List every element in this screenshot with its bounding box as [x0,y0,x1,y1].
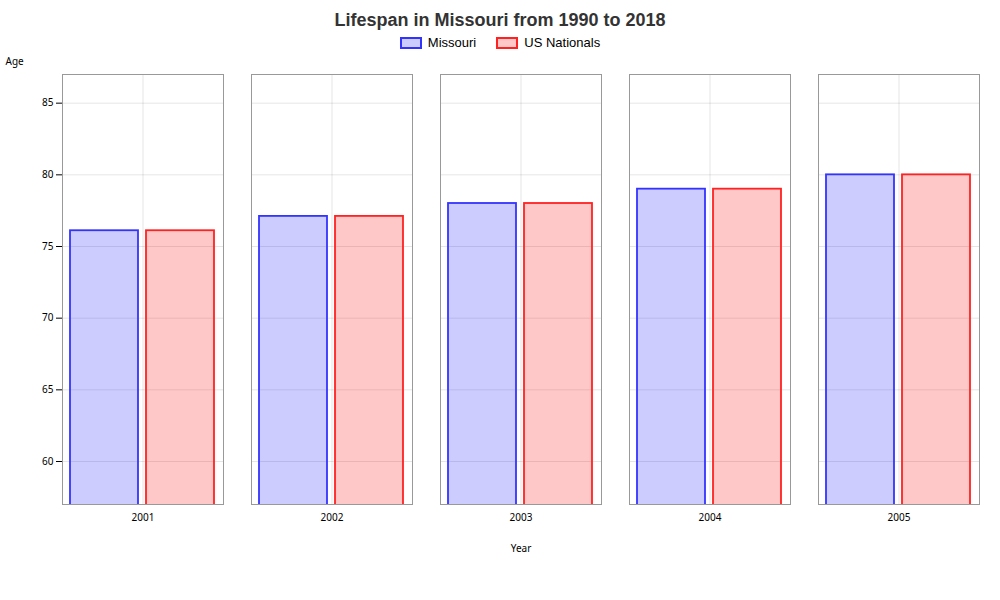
svg-text:85: 85 [42,95,54,109]
svg-text:60: 60 [42,454,54,468]
svg-text:65: 65 [42,382,54,396]
svg-text:75: 75 [42,239,54,253]
svg-text:2002: 2002 [321,510,344,524]
svg-text:2003: 2003 [510,510,533,524]
svg-text:2001: 2001 [132,510,155,524]
html-text:US Nationals: US Nationals [524,35,601,50]
svg-text:Year: Year [511,541,532,555]
html-text:Missouri: Missouri [427,35,477,50]
svg-text:80: 80 [42,167,54,181]
svg-text:2004: 2004 [699,510,722,524]
html-text:Lifespan in Missouri from 1990: Lifespan in Missouri from 1990 to 2018 [334,10,666,30]
svg-text:2005: 2005 [888,510,911,524]
svg-text:Age: Age [6,54,25,68]
svg-text:70: 70 [42,310,54,324]
